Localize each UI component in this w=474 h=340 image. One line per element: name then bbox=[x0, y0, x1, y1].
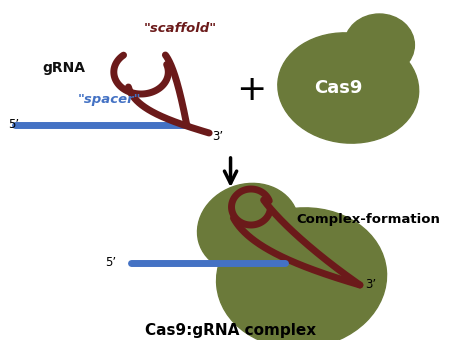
Ellipse shape bbox=[217, 208, 387, 340]
Text: "scaffold": "scaffold" bbox=[144, 21, 217, 34]
Text: 5’: 5’ bbox=[8, 119, 19, 132]
Ellipse shape bbox=[345, 14, 414, 76]
Ellipse shape bbox=[198, 183, 299, 273]
Text: "spacer": "spacer" bbox=[78, 94, 141, 106]
Text: 3’: 3’ bbox=[365, 278, 376, 291]
Text: +: + bbox=[236, 73, 266, 107]
Ellipse shape bbox=[278, 33, 419, 143]
Text: Cas9:gRNA complex: Cas9:gRNA complex bbox=[145, 323, 316, 338]
Text: 5’: 5’ bbox=[106, 256, 117, 270]
Text: Complex-formation: Complex-formation bbox=[297, 214, 440, 226]
Text: gRNA: gRNA bbox=[43, 61, 86, 75]
Text: 3’: 3’ bbox=[212, 131, 223, 143]
Text: Cas9: Cas9 bbox=[314, 79, 363, 97]
